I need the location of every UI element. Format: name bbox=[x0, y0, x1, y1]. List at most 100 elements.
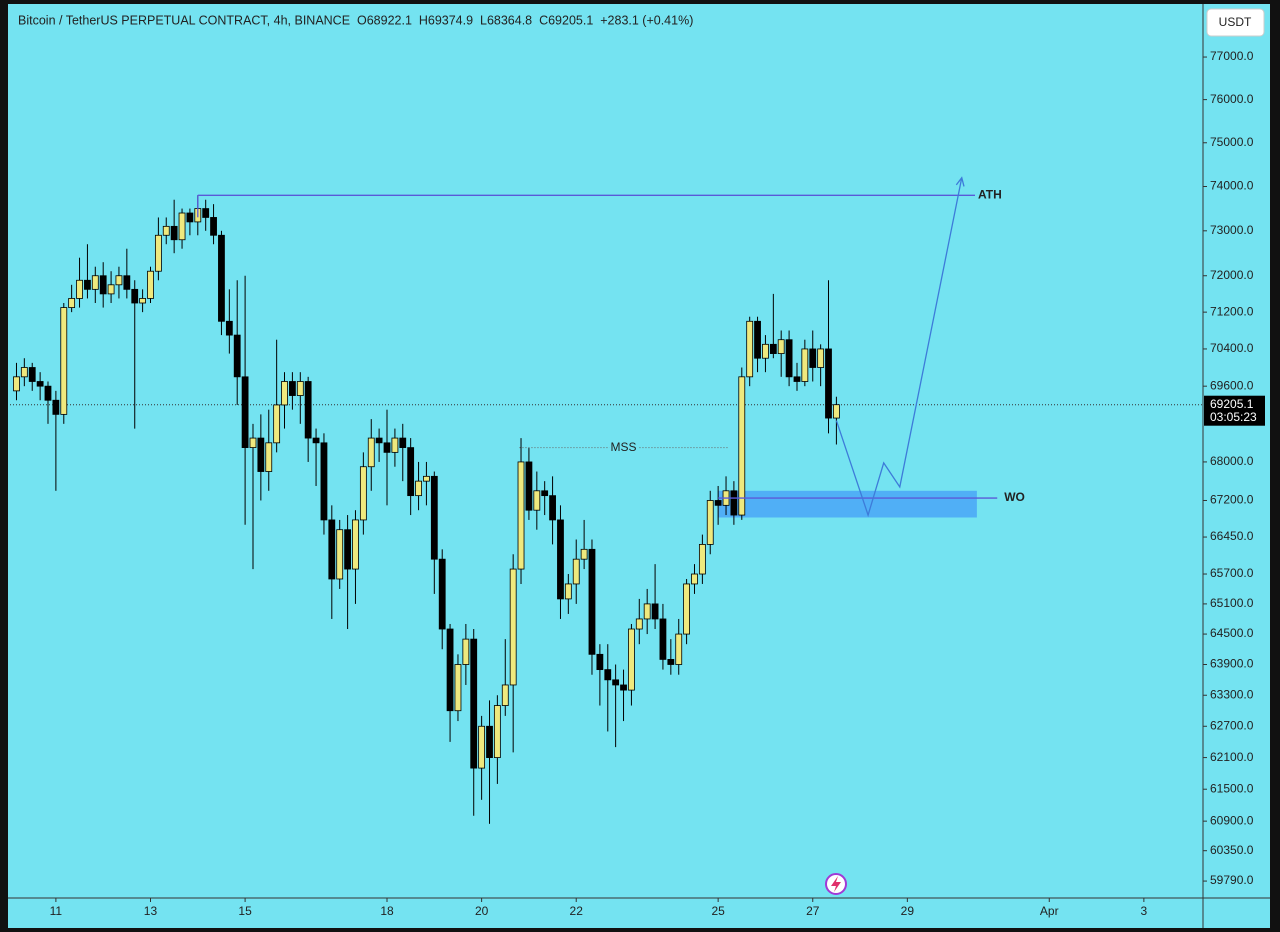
mss-label-bg bbox=[609, 440, 638, 455]
candle-body bbox=[769, 343, 777, 354]
candle-body bbox=[399, 437, 407, 448]
alert-icon[interactable] bbox=[825, 873, 847, 895]
y-tick-label: 60350.0 bbox=[1210, 843, 1254, 857]
candle-body bbox=[470, 638, 478, 769]
candle-body bbox=[131, 288, 139, 304]
candle-body bbox=[202, 208, 210, 218]
candle-body bbox=[730, 490, 738, 516]
candle-body bbox=[517, 461, 525, 570]
x-tick-label: Apr bbox=[1040, 904, 1059, 918]
candle-body bbox=[698, 544, 706, 575]
wo-zone bbox=[718, 490, 977, 518]
candle-body bbox=[446, 628, 454, 712]
candle-body bbox=[359, 466, 367, 521]
candle-body bbox=[154, 234, 162, 272]
candle-body bbox=[564, 583, 572, 600]
candle-body bbox=[509, 568, 517, 686]
candle-body bbox=[91, 275, 99, 290]
candle-body bbox=[36, 381, 44, 387]
candle-body bbox=[620, 684, 627, 691]
candle-body bbox=[659, 618, 667, 660]
x-tick-label: 20 bbox=[475, 904, 489, 918]
candle-body bbox=[706, 500, 714, 545]
x-tick-label: 22 bbox=[570, 904, 584, 918]
candle-body bbox=[486, 725, 493, 758]
candle-body bbox=[762, 343, 769, 359]
y-tick-label: 66450.0 bbox=[1210, 529, 1254, 543]
y-tick-label: 62700.0 bbox=[1210, 718, 1254, 732]
x-tick-label: 27 bbox=[806, 904, 820, 918]
candle-body bbox=[651, 603, 659, 620]
candle-body bbox=[588, 548, 596, 655]
candle-body bbox=[265, 442, 273, 472]
candle-body bbox=[557, 519, 564, 600]
last-price-box bbox=[1204, 395, 1265, 426]
alert-icon-bolt[interactable] bbox=[831, 876, 841, 892]
candle-body bbox=[423, 475, 430, 482]
y-tick-label: 60900.0 bbox=[1210, 813, 1254, 827]
candle-body bbox=[162, 225, 170, 236]
x-tick-label: 25 bbox=[711, 904, 725, 918]
candle-body bbox=[596, 653, 604, 671]
y-tick-label: 59790.0 bbox=[1210, 873, 1254, 887]
candle-body bbox=[225, 320, 233, 336]
candle-body bbox=[186, 212, 194, 223]
candle-body bbox=[478, 725, 486, 769]
last-price-label: 69205.1 bbox=[1210, 397, 1254, 411]
candle-body bbox=[107, 284, 115, 295]
y-tick-label: 63900.0 bbox=[1210, 657, 1254, 671]
candle-body bbox=[572, 558, 580, 585]
y-tick-label: 67200.0 bbox=[1210, 493, 1254, 507]
candle-body bbox=[68, 298, 76, 308]
candle-body bbox=[336, 529, 344, 580]
y-tick-label: 61500.0 bbox=[1210, 781, 1254, 795]
y-tick-label: 75000.0 bbox=[1210, 135, 1254, 149]
y-tick-label: 73000.0 bbox=[1210, 223, 1254, 237]
candle-body bbox=[52, 399, 60, 415]
x-tick-label: 18 bbox=[380, 904, 394, 918]
candle-body bbox=[675, 633, 683, 665]
candle-body bbox=[139, 298, 146, 304]
y-tick-label: 77000.0 bbox=[1210, 49, 1254, 63]
y-tick-label: 72000.0 bbox=[1210, 268, 1254, 282]
candle-body bbox=[832, 404, 840, 419]
candle-body bbox=[304, 381, 312, 439]
candle-body bbox=[218, 234, 225, 322]
candle-body bbox=[375, 437, 383, 444]
y-tick-label: 65100.0 bbox=[1210, 596, 1254, 610]
candle-body bbox=[273, 404, 281, 444]
candle-body bbox=[407, 447, 415, 497]
candle-body bbox=[20, 367, 28, 378]
candle-body bbox=[367, 437, 375, 468]
y-tick-label: 74000.0 bbox=[1210, 179, 1254, 193]
y-tick-label: 62100.0 bbox=[1210, 750, 1254, 764]
x-tick-label: 15 bbox=[238, 904, 252, 918]
candle-body bbox=[281, 381, 288, 406]
candle-body bbox=[525, 461, 533, 511]
candle-body bbox=[714, 500, 722, 506]
candle-body bbox=[28, 367, 36, 382]
candle-body bbox=[825, 348, 832, 419]
currency-button[interactable] bbox=[1206, 8, 1265, 37]
candle-body bbox=[754, 320, 761, 359]
x-tick-label: 11 bbox=[50, 904, 63, 918]
candle-body bbox=[454, 664, 462, 712]
candle-body bbox=[320, 442, 328, 521]
y-tick-label: 68000.0 bbox=[1210, 454, 1254, 468]
candle-body bbox=[738, 376, 746, 516]
candle-body bbox=[817, 348, 825, 368]
projection-arrowhead bbox=[955, 176, 965, 187]
candle-body bbox=[233, 334, 241, 378]
candle-body bbox=[462, 638, 470, 665]
candle-body bbox=[533, 490, 541, 511]
candle-body bbox=[430, 475, 438, 560]
currency-label[interactable]: USDT bbox=[1219, 15, 1252, 29]
candle-body bbox=[13, 376, 20, 392]
candle-body bbox=[438, 558, 446, 630]
y-tick-label: 64500.0 bbox=[1210, 626, 1254, 640]
candle-body bbox=[667, 659, 675, 665]
candle-body bbox=[296, 381, 304, 396]
candle-body bbox=[604, 669, 612, 681]
